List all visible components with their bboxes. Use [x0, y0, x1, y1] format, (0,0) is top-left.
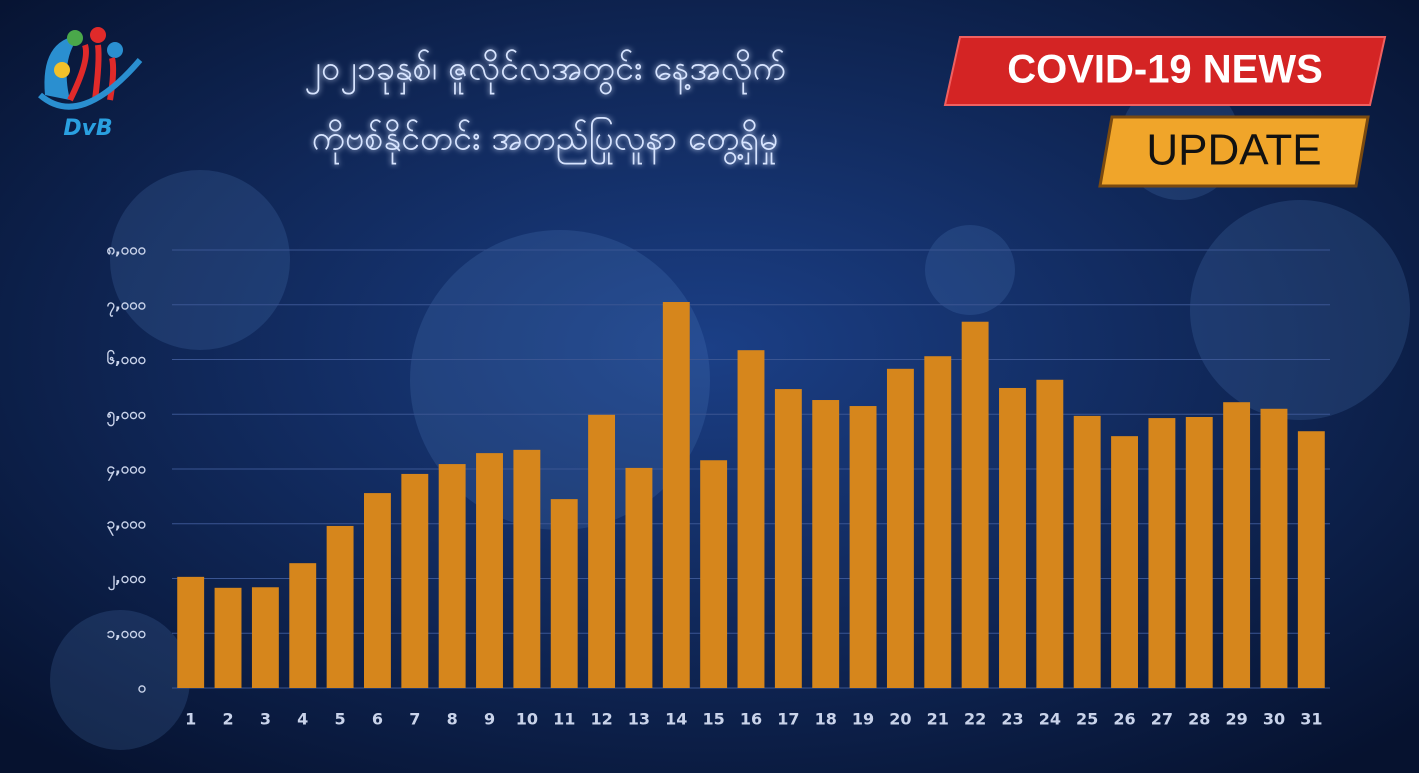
bar [1185, 416, 1213, 688]
bar [289, 563, 317, 688]
bar [662, 302, 690, 688]
bar [326, 525, 354, 688]
x-tick-label: 29 [1225, 710, 1247, 729]
y-tick-label: ၂,၀၀၀ [108, 569, 147, 591]
logo: DvB [38, 27, 143, 141]
x-tick-label: 19 [852, 710, 874, 729]
x-tick-label: 8 [447, 710, 458, 729]
bar [886, 368, 914, 688]
x-tick-label: 20 [889, 710, 911, 729]
y-tick-label: ၀ [138, 679, 147, 697]
bar [588, 414, 616, 688]
y-tick-label: ၅,၀၀၀ [107, 405, 147, 427]
x-tick-label: 3 [260, 710, 271, 729]
bar [1073, 415, 1101, 688]
x-tick-label: 1 [185, 710, 196, 729]
y-tick-label: ၃,၀၀၀ [107, 514, 147, 536]
bar [1148, 418, 1176, 688]
x-tick-label: 9 [484, 710, 495, 729]
bar [177, 576, 205, 688]
bar [625, 467, 653, 688]
bar [550, 499, 578, 688]
bar [999, 387, 1026, 688]
x-tick-label: 2 [222, 710, 233, 729]
x-tick-label: 25 [1076, 710, 1098, 729]
x-tick-label: 28 [1188, 710, 1210, 729]
y-tick-label: ၇,၀၀၀ [107, 295, 147, 317]
x-tick-label: 14 [665, 710, 687, 729]
x-tick-label: 27 [1151, 710, 1173, 729]
x-tick-label: 4 [297, 710, 308, 729]
bar [774, 389, 802, 688]
x-tick-label: 10 [516, 710, 538, 729]
y-tick-label: ၆,၀၀၀ [107, 349, 147, 368]
bar [513, 449, 541, 688]
bar [1297, 431, 1325, 688]
y-tick-label: ၁,၀၀၀ [107, 624, 147, 642]
x-tick-label: 30 [1263, 710, 1285, 729]
x-tick-label: 21 [927, 710, 949, 729]
y-tick-label: ၈,၀၀၀ [106, 241, 146, 259]
bar [214, 587, 242, 688]
badge-update-text: UPDATE [1146, 126, 1321, 175]
y-tick-label: ၄,၀၀၀ [107, 460, 147, 482]
x-tick-label: 6 [372, 710, 383, 729]
x-tick-label: 22 [964, 710, 986, 729]
x-tick-label: 12 [590, 710, 612, 729]
x-tick-label: 15 [703, 710, 725, 729]
logo-text: DvB [63, 116, 112, 141]
bar [849, 406, 877, 688]
x-tick-label: 26 [1113, 710, 1135, 729]
x-tick-label: 23 [1001, 710, 1023, 729]
bar [476, 453, 503, 688]
bar [1111, 436, 1138, 688]
bar [364, 493, 391, 688]
bar [251, 587, 279, 688]
x-tick-label: 24 [1039, 710, 1061, 729]
x-tick-label: 7 [409, 710, 420, 729]
bar [1036, 379, 1064, 688]
badge-update: UPDATE [1098, 115, 1370, 188]
bar [924, 356, 952, 688]
badge-news: COVID-19 NEWS [943, 36, 1387, 106]
x-tick-label: 31 [1300, 710, 1322, 729]
x-tick-label: 13 [628, 710, 650, 729]
x-tick-label: 11 [553, 710, 575, 729]
bar [737, 350, 765, 688]
x-tick-label: 17 [777, 710, 799, 729]
badge-news-text: COVID-19 NEWS [1007, 48, 1323, 92]
x-tick-label: 5 [335, 710, 346, 729]
bar [961, 321, 989, 688]
bar [812, 400, 840, 688]
bar [1223, 402, 1251, 688]
x-tick-label: 16 [740, 710, 762, 729]
chart-title: ၂၀၂၁ခုနှစ်၊ ဇူလိုင်လအတွင်း နေ့အလိုက် [304, 49, 786, 95]
bar [1260, 408, 1288, 688]
bar [401, 473, 429, 688]
chart-subtitle: ကိုဗစ်နိုင်တင်း အတည်ပြုလူနာ တွေ့ရှိမှု [312, 119, 779, 165]
bar [438, 464, 466, 688]
bar [700, 460, 728, 688]
x-tick-label: 18 [815, 710, 837, 729]
